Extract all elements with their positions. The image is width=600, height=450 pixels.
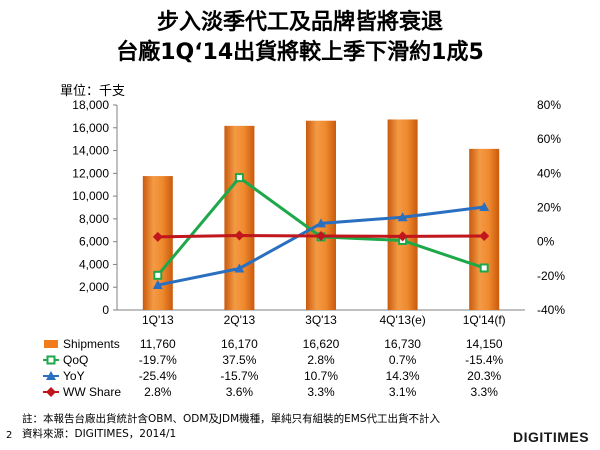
legend-ww-share-swatch-marker (46, 387, 56, 397)
right-axis-tick-label: 20% (537, 201, 561, 215)
unit-label: 單位：千支 (60, 84, 126, 99)
ww-share-point (397, 231, 408, 242)
qoq-table-value: -15.4% (465, 353, 503, 367)
qoq-point (153, 270, 163, 280)
data-table: Shipments 11,760 16,170 16,620 16,730 14,150 Q… (43, 337, 504, 399)
lines-layer (152, 173, 490, 290)
qoq-table-value: -19.7% (139, 353, 177, 367)
x-axis-category-label: 1Q'14(f) (463, 313, 506, 327)
shipments-bar (306, 120, 336, 310)
x-axis-category-label: 1Q'13 (142, 313, 174, 327)
yoy-point (152, 280, 163, 290)
shipments-bar (224, 125, 255, 310)
ww-share-table-value: 3.3% (307, 385, 335, 399)
left-axis-tick-label: 0 (102, 303, 109, 317)
yoy-table-value: 10.7% (304, 369, 338, 383)
legend-qoq-swatch-marker (46, 355, 56, 365)
title-line-1: 步入淡季代工及品牌皆將衰退 (156, 10, 443, 35)
legend-yoy-swatch-marker (46, 371, 56, 380)
legend-shipments-label: Shipments (63, 337, 120, 351)
legend-ww-share-label: WW Share (63, 385, 121, 399)
left-axis-tick-label: 2,000 (79, 280, 109, 294)
legend-qoq-label: QoQ (63, 353, 88, 367)
left-axis-tick-label: 10,000 (72, 189, 109, 203)
ww-share-table-value: 3.3% (471, 385, 499, 399)
yoy-point (479, 201, 490, 211)
shipments-table-value: 14,150 (466, 337, 503, 351)
left-axis-tick-label: 6,000 (79, 235, 109, 249)
left-axis-tick-label: 18,000 (72, 98, 109, 112)
page-number: 2 (6, 430, 13, 441)
x-axis-category-label: 3Q'13 (305, 313, 337, 327)
yoy-table-value: -25.4% (139, 369, 177, 383)
footnote: 註：本報告台廠出貨統計含OBM、ODM及JDM機種，單純只有組裝的EMS代工出貨… (22, 412, 440, 442)
right-axis-tick-label: 80% (537, 98, 561, 112)
shipments-table-value: 16,620 (303, 337, 340, 351)
qoq-table-value: 0.7% (389, 353, 417, 367)
left-axis-tick-label: 16,000 (72, 121, 109, 135)
left-axis-tick-label: 8,000 (79, 212, 109, 226)
shipments-table-value: 11,760 (140, 337, 176, 351)
bars-layer (142, 119, 500, 310)
right-axis-tick-label: 0% (537, 235, 555, 249)
yoy-table-value: -15.7% (220, 369, 258, 383)
footnote-line-2: 資料來源：DIGITIMES，2014/1 (22, 428, 177, 440)
qoq-table-value: 37.5% (222, 353, 256, 367)
ww-share-point (316, 231, 326, 242)
ww-share-point (152, 231, 163, 242)
right-axis-tick-label: -40% (537, 303, 565, 317)
ww-share-table-value: 3.1% (389, 385, 417, 399)
shipments-table-value: 16,170 (221, 337, 258, 351)
ww-share-point (234, 230, 245, 241)
ww-share-table-value: 3.6% (226, 385, 254, 399)
right-axis-tick-label: -20% (537, 269, 565, 283)
shipments-bar (142, 176, 173, 310)
legend-shipments-swatch (44, 340, 58, 348)
yoy-point (316, 218, 326, 228)
qoq-point (479, 263, 489, 273)
shipments-bar (469, 148, 500, 310)
title-line-2: 台廠1Q‘14出貨將較上季下滑約1成5 (116, 40, 484, 65)
yoy-point (397, 212, 408, 222)
right-axis-tick-label: 60% (537, 132, 561, 146)
ww-share-point (479, 231, 490, 242)
yoy-table-value: 14.3% (386, 369, 420, 383)
ww-share-table-value: 2.8% (144, 385, 172, 399)
shipments-table-value: 16,730 (384, 337, 421, 351)
qoq-point (234, 173, 244, 183)
qoq-table-value: 2.8% (307, 353, 335, 367)
left-axis-tick-label: 4,000 (79, 257, 109, 271)
left-axis-tick-label: 12,000 (72, 166, 109, 180)
footnote-line-1: 註：本報告台廠出貨統計含OBM、ODM及JDM機種，單純只有組裝的EMS代工出貨… (22, 413, 441, 425)
right-axis-tick-label: 40% (537, 166, 561, 180)
digitimes-logo: DIGITIMES (513, 429, 590, 445)
x-axis-category-label: 4Q'13(e) (379, 313, 425, 327)
left-axis-tick-label: 14,000 (72, 144, 109, 158)
yoy-table-value: 20.3% (467, 369, 501, 383)
legend-yoy-label: YoY (63, 369, 85, 383)
yoy-point (234, 263, 245, 273)
axes-layer: 0 2,000 4,000 6,000 8,000 10,000 12,000 14,000 1… (72, 98, 565, 327)
x-axis-category-label: 2Q'13 (224, 313, 256, 327)
